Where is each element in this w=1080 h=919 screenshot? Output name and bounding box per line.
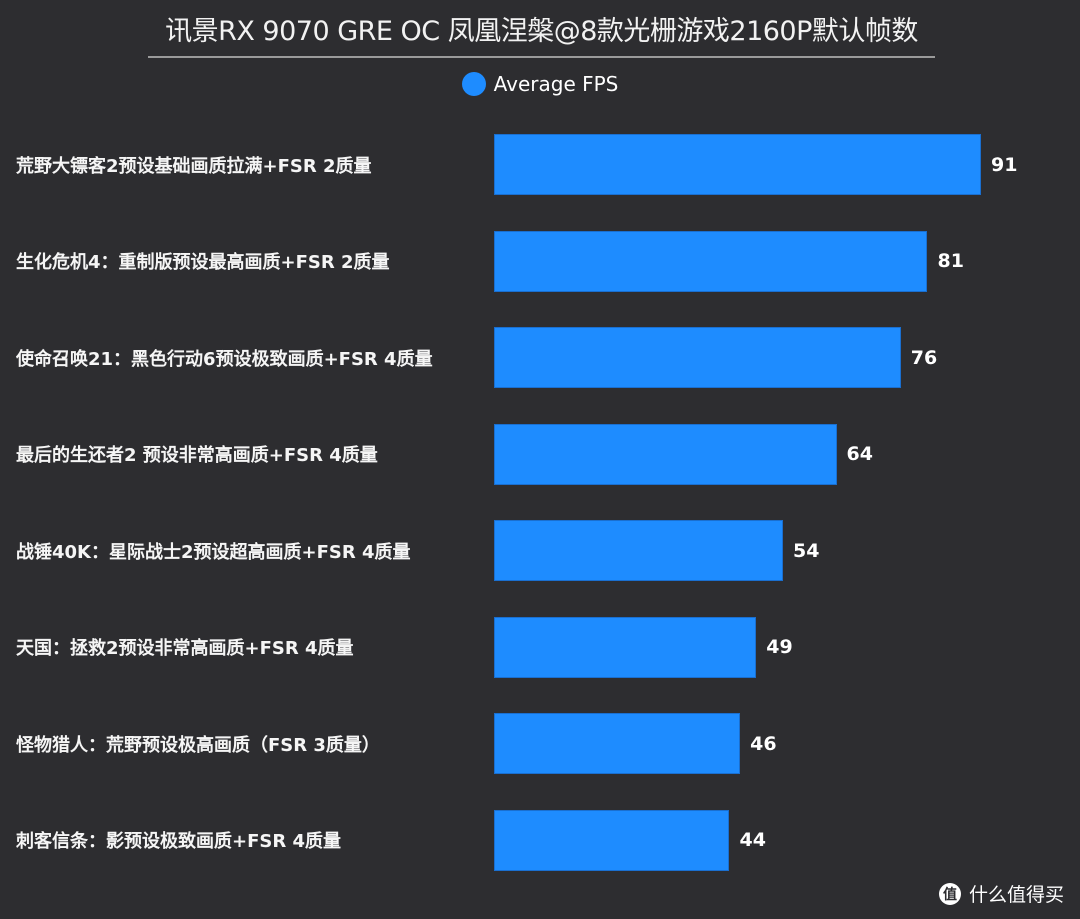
bar-value-label: 64	[846, 443, 873, 465]
category-label: 刺客信条：影预设极致画质+FSR 4质量	[16, 831, 341, 852]
category-label: 最后的生还者2 预设非常高画质+FSR 4质量	[16, 445, 378, 466]
bar	[494, 713, 741, 774]
bar	[494, 134, 981, 195]
title-underline	[148, 56, 935, 58]
legend-dot-icon	[461, 72, 486, 96]
bar	[494, 809, 730, 871]
legend-label: Average FPS	[493, 72, 619, 96]
bar-value-label: 81	[937, 250, 964, 272]
bar-value-label: 44	[739, 829, 766, 851]
bar-value-label: 76	[910, 346, 938, 369]
watermark-text: 什么值得买	[968, 884, 1064, 906]
bar-row: 怪物猎人：荒野预设极高画质（FSR 3质量） 46	[0, 713, 1080, 774]
category-label: 使命召唤21：黑色行动6预设极致画质+FSR 4质量	[16, 348, 433, 370]
category-label: 战锤40K：星际战士2预设超高画质+FSR 4质量	[16, 541, 411, 563]
bar	[494, 327, 901, 388]
watermark-logo-icon: 值	[938, 882, 961, 905]
bar-row: 最后的生还者2 预设非常高画质+FSR 4质量 64	[0, 423, 1080, 485]
category-label: 荒野大镖客2预设基础画质拉满+FSR 2质量	[16, 155, 372, 177]
watermark: 值 什么值得买	[938, 880, 1064, 907]
category-label: 生化危机4：重制版预设最高画质+FSR 2质量	[16, 252, 390, 273]
bar	[494, 423, 837, 485]
category-label: 天国：拯救2预设非常高画质+FSR 4质量	[16, 638, 354, 659]
bar-row: 生化危机4：重制版预设最高画质+FSR 2质量 81	[0, 230, 1080, 292]
bar-value-label: 49	[766, 636, 793, 658]
bar	[494, 520, 783, 581]
bar	[494, 616, 757, 678]
bar-row: 刺客信条：影预设极致画质+FSR 4质量 44	[0, 809, 1080, 871]
bar-row: 使命召唤21：黑色行动6预设极致画质+FSR 4质量 76	[0, 327, 1080, 388]
bar-value-label: 54	[792, 539, 820, 562]
legend: Average FPS	[0, 72, 1080, 96]
bar-value-label: 91	[991, 153, 1018, 176]
category-label: 怪物猎人：荒野预设极高画质（FSR 3质量）	[16, 734, 380, 756]
bar-row: 天国：拯救2预设非常高画质+FSR 4质量 49	[0, 616, 1080, 678]
bar-row: 荒野大镖客2预设基础画质拉满+FSR 2质量 91	[0, 134, 1080, 195]
bar-row: 战锤40K：星际战士2预设超高画质+FSR 4质量 54	[0, 520, 1080, 581]
bar-value-label: 46	[750, 732, 777, 755]
bar	[494, 230, 928, 292]
chart-title: 讯景RX 9070 GRE OC 凤凰涅槃@8款光栅游戏2160P默认帧数	[165, 16, 918, 47]
